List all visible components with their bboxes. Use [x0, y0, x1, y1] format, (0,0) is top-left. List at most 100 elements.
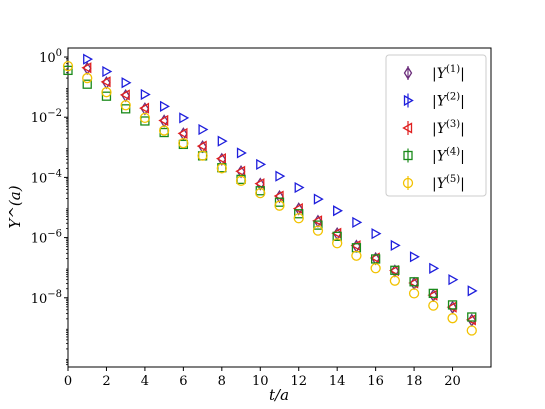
- data-point: [197, 150, 208, 161]
- data-point: [121, 104, 131, 114]
- data-point: [294, 209, 304, 219]
- x-tick-label: 6: [179, 374, 187, 389]
- data-point: [409, 251, 420, 263]
- data-point: [294, 181, 305, 194]
- data-point: [254, 178, 265, 190]
- series-2: [83, 53, 478, 297]
- data-point: [102, 65, 113, 78]
- data-point: [332, 238, 343, 249]
- x-tick-label: 0: [64, 374, 72, 389]
- legend-box: [385, 54, 487, 197]
- data-point: [332, 231, 342, 241]
- data-point: [159, 100, 170, 112]
- legend-item-2: |Y(2)|: [403, 92, 465, 110]
- data-point: [81, 62, 92, 74]
- x-tick-label: 12: [290, 374, 307, 389]
- data-point: [82, 79, 92, 89]
- legend-marker: [402, 122, 413, 134]
- data-point: [196, 140, 207, 152]
- data-point: [158, 114, 169, 127]
- data-point: [389, 275, 401, 286]
- y-tick-label: 10−8: [31, 289, 62, 307]
- plot-frame: [67, 47, 492, 368]
- legend-label: |Y(2)|: [432, 92, 465, 110]
- data-point: [370, 254, 381, 264]
- data-point: [274, 197, 285, 207]
- series-5: [62, 60, 477, 336]
- legend-marker: [403, 66, 413, 80]
- legend-marker: [403, 150, 413, 161]
- x-tick-label: 14: [329, 374, 346, 389]
- legend-label: |Y(5)|: [432, 174, 465, 192]
- y-tick-label: 10−6: [31, 229, 62, 247]
- data-point: [120, 100, 131, 111]
- y-tick-label: 10−2: [31, 108, 62, 126]
- data-point: [235, 165, 246, 177]
- data-point: [292, 202, 303, 215]
- data-point: [467, 285, 478, 297]
- data-point: [255, 187, 266, 199]
- data-point: [235, 175, 247, 186]
- data-point: [177, 127, 188, 140]
- x-tick-label: 4: [141, 374, 149, 389]
- data-marks: [62, 53, 478, 336]
- data-point: [467, 312, 477, 322]
- data-point: [198, 123, 209, 136]
- data-point: [448, 274, 459, 286]
- data-point: [121, 77, 132, 89]
- data-point: [216, 163, 227, 174]
- y-axis-label-text: Y^(a): [6, 185, 24, 228]
- data-point: [236, 147, 247, 159]
- data-point: [371, 228, 382, 240]
- data-point: [274, 200, 285, 211]
- y-tick-label: 100: [39, 48, 62, 66]
- data-point: [139, 102, 150, 114]
- legend-label: |Y(3)|: [432, 119, 465, 137]
- x-axis-label: t/a: [269, 386, 289, 404]
- data-point: [312, 225, 324, 236]
- x-tick-label: 16: [367, 374, 384, 389]
- legend-marker: [402, 177, 414, 189]
- data-point: [101, 87, 112, 98]
- x-tick-label: 18: [406, 374, 423, 389]
- data-point: [313, 193, 324, 205]
- data-point: [140, 88, 151, 101]
- data-point: [293, 213, 304, 224]
- data-point: [390, 239, 401, 252]
- data-point: [179, 112, 190, 124]
- data-point: [447, 313, 458, 324]
- data-point: [178, 137, 189, 149]
- data-point: [447, 300, 458, 310]
- x-tick-label: 10: [252, 374, 269, 389]
- legend: |Y(1)| |Y(2)| |Y(3)| |Y(4)| |Y(5)|: [385, 54, 487, 197]
- y-tick-label: 10−4: [31, 168, 62, 186]
- data-point: [215, 153, 226, 165]
- data-point: [275, 170, 286, 182]
- legend-item-1: |Y(1)|: [403, 64, 465, 82]
- legend-label: |Y(1)|: [432, 64, 465, 82]
- data-point: [62, 60, 74, 72]
- data-point: [313, 220, 323, 230]
- x-axis-ticks: 0 2 4 6 8 10 12 14 16 18 20: [64, 367, 461, 389]
- plot-area: [67, 47, 492, 368]
- data-point: [429, 262, 440, 274]
- y-axis-label: Y^(a): [6, 185, 24, 228]
- data-point: [390, 265, 400, 275]
- data-point: [100, 76, 111, 88]
- data-point: [82, 72, 93, 84]
- data-point: [158, 125, 170, 136]
- x-tick-label: 20: [444, 374, 461, 389]
- data-point: [370, 263, 381, 274]
- data-point: [101, 91, 112, 101]
- legend-item-4: |Y(4)|: [403, 147, 465, 165]
- data-point: [466, 325, 477, 336]
- data-point: [83, 53, 94, 65]
- x-tick-label: 2: [102, 374, 110, 389]
- data-point: [139, 112, 151, 124]
- data-point: [333, 205, 344, 217]
- data-point: [409, 277, 419, 287]
- data-point: [351, 250, 362, 261]
- data-point: [256, 158, 267, 171]
- legend-label: |Y(4)|: [432, 147, 465, 165]
